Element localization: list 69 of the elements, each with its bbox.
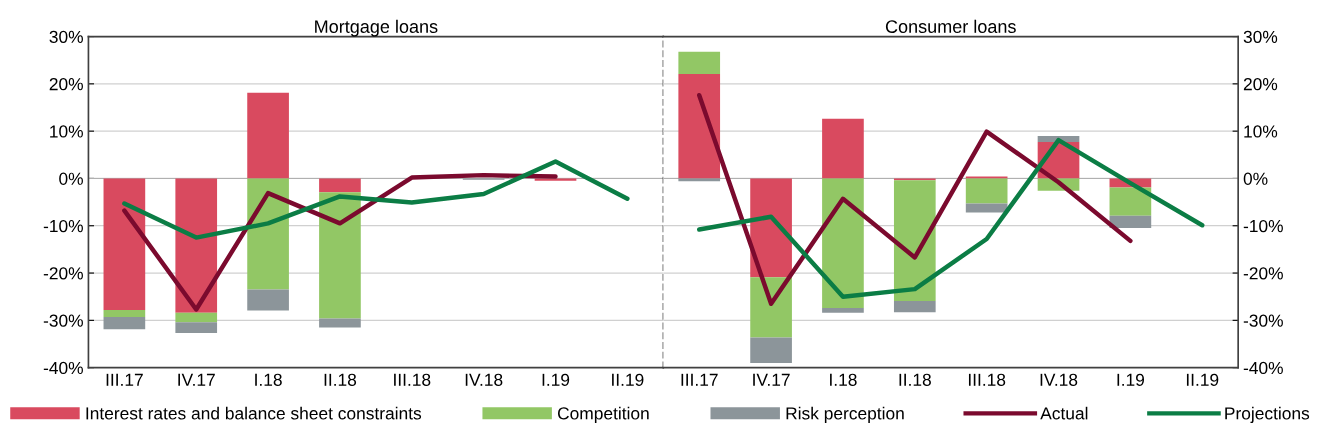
bar xyxy=(893,300,936,313)
y-tick-label: 30% xyxy=(49,30,83,44)
chart-title: Consumer loans xyxy=(885,19,1016,33)
bar xyxy=(103,317,146,330)
bar xyxy=(750,337,792,363)
x-tick-label: IV.17 xyxy=(178,373,215,386)
y-tick-label: 30% xyxy=(1243,30,1278,44)
x-tick-label: I.19 xyxy=(542,373,570,386)
x-tick-label: IV.18 xyxy=(465,373,503,386)
bar xyxy=(965,203,1008,213)
bar xyxy=(175,178,218,313)
y-tick-label: 20% xyxy=(1243,78,1278,91)
x-tick-label: III.17 xyxy=(106,373,143,386)
bar xyxy=(750,178,792,278)
bar xyxy=(893,180,936,301)
bar xyxy=(678,51,721,74)
legend-label: Actual xyxy=(1040,406,1088,420)
y-tick-label: -20% xyxy=(43,267,83,280)
bar xyxy=(678,73,721,179)
x-tick-label: III.18 xyxy=(394,373,431,386)
x-tick-label: II.18 xyxy=(324,373,357,386)
y-tick-label: 0% xyxy=(59,172,83,185)
bar xyxy=(247,178,289,290)
legend-label: Projections xyxy=(1225,406,1310,423)
y-tick-label: -40% xyxy=(1243,361,1283,375)
legend-label: Risk perception xyxy=(786,406,904,423)
line-series xyxy=(697,92,1133,307)
bar xyxy=(965,178,1008,204)
x-tick-label: II.19 xyxy=(1186,373,1219,386)
bar xyxy=(247,92,289,179)
bar xyxy=(1109,187,1152,216)
legend-label: Interest rates and balance sheet constraints xyxy=(86,406,422,420)
line-series xyxy=(122,172,558,312)
chart-title: Mortgage loans xyxy=(315,19,438,37)
y-tick-label: 10% xyxy=(1244,125,1278,138)
x-tick-label: III.17 xyxy=(681,373,718,386)
y-tick-label: -20% xyxy=(1243,267,1283,280)
bar xyxy=(822,178,864,309)
y-tick-label: 10% xyxy=(50,125,83,138)
bar xyxy=(247,289,289,311)
y-tick-label: -40% xyxy=(43,361,83,375)
x-tick-label: I.19 xyxy=(1117,373,1145,386)
bar xyxy=(319,178,361,193)
y-tick-label: -30% xyxy=(43,314,83,327)
y-tick-label: -10% xyxy=(43,219,83,233)
x-tick-label: IV.17 xyxy=(753,373,790,386)
bar xyxy=(1109,215,1152,229)
bar xyxy=(678,178,721,182)
bar xyxy=(103,309,146,318)
y-tick-label: -10% xyxy=(1243,219,1283,233)
bar xyxy=(175,312,218,323)
line-series xyxy=(122,159,630,240)
y-tick-label: 20% xyxy=(49,78,83,91)
x-tick-label: I.18 xyxy=(830,373,857,386)
bar xyxy=(175,322,218,334)
bar xyxy=(319,192,361,319)
y-tick-label: -30% xyxy=(1243,314,1283,327)
y-tick-label: 0% xyxy=(1243,172,1268,185)
x-tick-label: IV.18 xyxy=(1040,373,1078,386)
bar xyxy=(103,178,146,310)
x-tick-label: II.18 xyxy=(899,373,931,386)
legend-label: Competition xyxy=(557,406,649,423)
x-tick-label: III.18 xyxy=(968,373,1006,386)
line-series xyxy=(697,137,1205,299)
x-tick-label: II.19 xyxy=(612,373,644,386)
bar xyxy=(822,308,864,313)
bar xyxy=(822,118,864,179)
x-tick-label: I.18 xyxy=(255,373,282,386)
bar xyxy=(319,318,361,328)
